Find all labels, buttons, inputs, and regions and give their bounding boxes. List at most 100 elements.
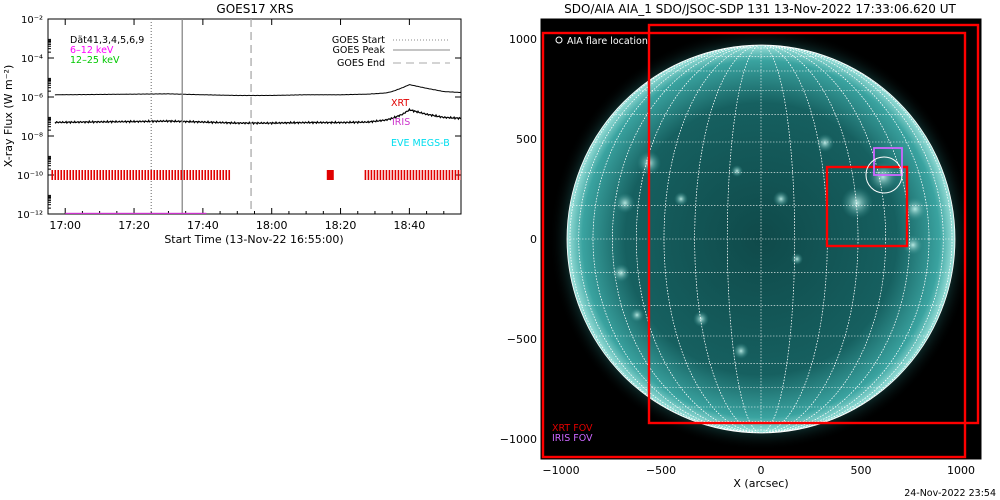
coverage-tick: [192, 170, 195, 180]
x-tick-label: 18:40: [394, 219, 426, 232]
coverage-tick: [63, 170, 66, 180]
active-region: [731, 165, 743, 177]
coverage-tick: [141, 170, 144, 180]
longitude-line: [592, 45, 930, 433]
legend-12-25kev: 12–25 keV: [70, 55, 120, 66]
coverage-tick: [102, 170, 105, 180]
coverage-tick: [138, 170, 141, 180]
coverage-tick: [442, 170, 445, 180]
coverage-tick: [204, 170, 207, 180]
left-title: GOES17 XRS: [216, 2, 293, 16]
coverage-tick: [454, 170, 457, 180]
coverage-tick: [96, 170, 99, 180]
coverage-tick: [60, 170, 63, 180]
coverage-tick: [376, 170, 379, 180]
iris-fov-label: IRIS FOV: [552, 433, 593, 444]
coverage-tick: [400, 170, 403, 180]
coverage-tick: [51, 170, 54, 180]
active-region: [903, 197, 927, 221]
coverage-tick: [427, 170, 430, 180]
coverage-tick: [403, 170, 406, 180]
xrt-fov-box: [825, 165, 909, 248]
timestamp: 24-Nov-2022 23:54: [904, 488, 996, 499]
coverage-tick: [412, 170, 415, 180]
sun-disk-image: [549, 27, 973, 451]
coverage-tick: [222, 170, 225, 180]
active-region: [791, 253, 803, 265]
coverage-tick: [69, 170, 72, 180]
coverage-tick: [364, 170, 367, 180]
coverage-tick: [174, 170, 177, 180]
coverage-tick: [108, 170, 111, 180]
coverage-tick: [207, 170, 210, 180]
coverage-tick: [66, 170, 69, 180]
coverage-tick: [397, 170, 400, 180]
coverage-tick: [186, 170, 189, 180]
coverage-tick: [90, 170, 93, 180]
coverage-bar: [65, 212, 207, 214]
coverage-tick: [147, 170, 150, 180]
coverage-tick: [457, 170, 460, 180]
x-tick-label: 0: [758, 464, 765, 477]
coverage-bar: [48, 215, 461, 218]
coverage-tick: [78, 170, 81, 180]
coverage-tick: [385, 170, 388, 180]
coverage-tick: [213, 170, 216, 180]
legend-goes-start: GOES Start: [332, 35, 385, 46]
series-line: [54, 84, 461, 97]
coverage-tick: [382, 170, 385, 180]
coverage-tick: [394, 170, 397, 180]
active-region: [733, 343, 749, 359]
x-tick-label: 18:20: [325, 219, 357, 232]
coverage-tick: [189, 170, 192, 180]
coverage-tick: [219, 170, 222, 180]
coverage-tick: [216, 170, 219, 180]
y-tick-label: −1000: [500, 433, 537, 446]
coverage-tick: [195, 170, 198, 180]
right-title: SDO/AIA AIA_1 SDO/JSOC-SDP 131 13-Nov-20…: [564, 2, 956, 16]
label-xrt: XRT: [391, 98, 409, 109]
y-tick-label: 0: [530, 233, 537, 246]
y-tick-label: 10⁻⁶: [21, 93, 43, 104]
coverage-tick: [421, 170, 424, 180]
coverage-tick: [129, 170, 132, 180]
goes-legend-right: GOES Start GOES Peak GOES End: [332, 35, 450, 69]
active-region: [674, 192, 688, 206]
coverage-tick: [433, 170, 436, 180]
coverage-tick: [406, 170, 409, 180]
flare-legend: AIA flare location: [555, 36, 648, 47]
coverage-tick: [436, 170, 439, 180]
coverage-tick: [228, 170, 231, 180]
longitude-line: [663, 45, 859, 433]
coverage-tick: [57, 170, 60, 180]
y-tick-label: 10⁻⁸: [21, 132, 43, 143]
coverage-tick: [153, 170, 156, 180]
coverage-tick: [448, 170, 451, 180]
longitude-line: [727, 45, 795, 433]
coverage-tick: [126, 170, 129, 180]
label-eve-megs-b: EVE MEGS-B: [391, 138, 450, 149]
active-region: [841, 187, 873, 219]
coverage-tick: [99, 170, 102, 180]
active-region: [615, 193, 635, 213]
coverage-tick: [171, 170, 174, 180]
coverage-tick: [225, 170, 228, 180]
coverage-tick: [379, 170, 382, 180]
iris-fov-box: [873, 147, 903, 176]
coverage-tick: [373, 170, 376, 180]
coverage-tick: [210, 170, 213, 180]
coverage-tick: [123, 170, 126, 180]
aia-xlabel: X (arcsec): [733, 477, 788, 490]
coverage-tick: [367, 170, 370, 180]
coverage-tick: [159, 170, 162, 180]
x-tick-label: −500: [646, 464, 676, 477]
xrt-fov-box: [647, 23, 980, 425]
active-region: [630, 308, 644, 322]
longitude-line: [612, 45, 910, 433]
coverage-tick: [451, 170, 454, 180]
legend-channels: Dät41,3,4,5,6,9: [70, 35, 144, 46]
coverage-tick: [162, 170, 165, 180]
coverage-tick: [198, 170, 201, 180]
flare-legend-symbol: [555, 36, 563, 44]
